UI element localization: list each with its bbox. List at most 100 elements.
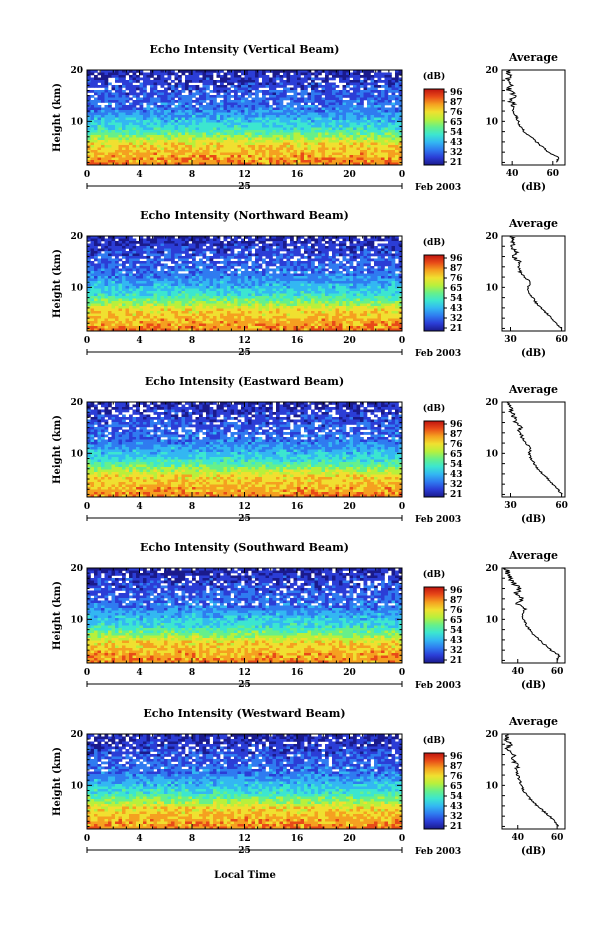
heatmap-cell	[276, 145, 280, 148]
heatmap-cell	[111, 276, 116, 279]
heatmap-cell	[199, 92, 203, 96]
heatmap-cell	[132, 80, 137, 83]
heatmap-cell	[125, 140, 130, 143]
heatmap-cell	[349, 281, 354, 284]
heatmap-cell	[101, 125, 105, 128]
heatmap-cell	[90, 160, 95, 163]
heatmap-cell	[346, 253, 350, 257]
heatmap-cell	[269, 107, 273, 111]
heatmap-cell	[178, 102, 182, 106]
heatmap-cell	[153, 105, 158, 108]
heatmap-cell	[262, 157, 266, 161]
heatmap-cell	[391, 132, 396, 136]
heatmap-cell	[230, 70, 235, 73]
heatmap-cell	[304, 105, 308, 108]
heatmap-cell	[241, 85, 245, 88]
heatmap-cell	[101, 157, 105, 161]
heatmap-cell	[111, 241, 116, 244]
heatmap-cell	[143, 87, 147, 91]
heatmap-cell	[174, 87, 179, 91]
heatmap-cell	[237, 120, 242, 123]
heatmap-cell	[146, 276, 151, 279]
heatmap-cell	[363, 137, 368, 141]
heatmap-cell	[143, 100, 147, 103]
heatmap-cell	[325, 72, 329, 76]
heatmap-cell	[97, 72, 102, 76]
heatmap-cell	[346, 135, 350, 138]
heatmap-cell	[244, 271, 249, 274]
heatmap-cell	[328, 283, 333, 287]
heatmap-cell	[269, 251, 273, 254]
heatmap-cell	[188, 100, 193, 103]
heatmap-cell	[115, 92, 119, 96]
heatmap-cell	[132, 85, 137, 88]
heatmap-cell	[304, 263, 308, 267]
heatmap-cell	[101, 70, 105, 73]
heatmap-cell	[332, 142, 336, 146]
heatmap-cell	[192, 92, 196, 96]
heatmap-cell	[349, 135, 354, 138]
heatmap-cell	[90, 90, 95, 93]
heatmap-cell	[311, 82, 315, 86]
heatmap-cell	[293, 120, 298, 123]
heatmap-cell	[234, 268, 238, 272]
heatmap-cell	[328, 130, 333, 133]
heatmap-cell	[321, 100, 326, 103]
heatmap-cell	[353, 82, 357, 86]
heatmap-cell	[153, 137, 158, 141]
heatmap-cell	[115, 102, 119, 106]
heatmap-cell	[335, 112, 340, 116]
heatmap-cell	[360, 112, 364, 116]
heatmap-cell	[157, 162, 161, 166]
heatmap-cell	[118, 253, 123, 257]
heatmap-cell	[356, 147, 361, 151]
heatmap-cell	[346, 283, 350, 287]
heatmap-cell	[94, 276, 98, 279]
heatmap-cell	[202, 92, 207, 96]
heatmap-cell	[206, 137, 210, 141]
heatmap-cell	[94, 135, 98, 138]
heatmap-cell	[237, 87, 242, 91]
heatmap-cell	[335, 110, 340, 113]
heatmap-cell	[206, 147, 210, 151]
heatmap-cell	[370, 127, 375, 131]
heatmap-cell	[188, 125, 193, 128]
heatmap-cell	[248, 162, 252, 166]
heatmap-cell	[283, 72, 287, 76]
heatmap-cell	[321, 107, 326, 111]
heatmap-cell	[146, 112, 151, 116]
heatmap-cell	[293, 268, 298, 272]
heatmap-cell	[223, 137, 228, 141]
heatmap-cell	[136, 110, 140, 113]
heatmap-cell	[157, 110, 161, 113]
heatmap-cell	[223, 150, 228, 153]
heatmap-cell	[192, 85, 196, 88]
heatmap-cell	[374, 145, 378, 148]
heatmap-cell	[258, 132, 263, 136]
heatmap-cell	[101, 112, 105, 116]
heatmap-cell	[181, 256, 186, 259]
heatmap-cell	[227, 261, 231, 264]
heatmap-cell	[104, 276, 109, 279]
heatmap-cell	[118, 140, 123, 143]
heatmap-cell	[283, 263, 287, 267]
heatmap-cell	[241, 125, 245, 128]
heatmap-cell	[192, 243, 196, 247]
heatmap-cell	[199, 263, 203, 267]
heatmap-cell	[136, 268, 140, 272]
heatmap-cell	[185, 145, 189, 148]
heatmap-cell	[318, 95, 322, 98]
heatmap-cell	[384, 276, 389, 279]
heatmap-cell	[269, 283, 273, 287]
heatmap-cell	[129, 85, 133, 88]
heatmap-cell	[346, 248, 350, 252]
heatmap-cell	[192, 127, 196, 131]
heatmap-cell	[237, 110, 242, 113]
heatmap-cell	[297, 102, 301, 106]
heatmap-cell	[248, 105, 252, 108]
heatmap-cell	[304, 127, 308, 131]
heatmap-cell	[171, 268, 175, 272]
heatmap-cell	[248, 70, 252, 73]
heatmap-cell	[318, 112, 322, 116]
